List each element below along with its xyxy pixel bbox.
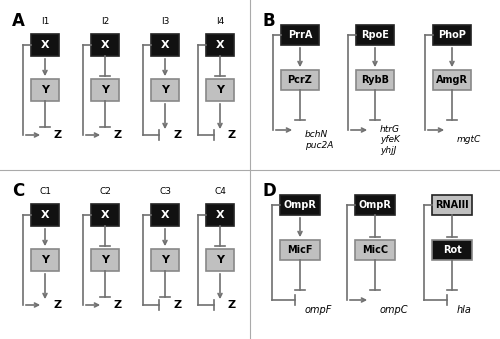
Text: C3: C3 (159, 187, 171, 197)
Text: X: X (160, 210, 170, 220)
Text: AmgR: AmgR (436, 75, 468, 85)
Text: OmpR: OmpR (284, 200, 316, 210)
Text: Y: Y (216, 255, 224, 265)
Text: hla: hla (457, 305, 472, 315)
Text: bchN
puc2A: bchN puc2A (305, 130, 334, 150)
Text: X: X (160, 40, 170, 50)
Text: Y: Y (101, 85, 109, 95)
Bar (433, 70, 471, 90)
Text: Y: Y (41, 255, 49, 265)
Bar (206, 79, 234, 101)
Text: Z: Z (113, 130, 121, 140)
Text: PcrZ: PcrZ (288, 75, 312, 85)
Bar (31, 79, 59, 101)
Text: I3: I3 (161, 18, 169, 26)
Bar (280, 195, 320, 215)
Text: D: D (262, 182, 276, 200)
Text: Rot: Rot (442, 245, 462, 255)
Text: I2: I2 (101, 18, 109, 26)
Text: Y: Y (216, 85, 224, 95)
Bar (206, 249, 234, 271)
Text: Z: Z (113, 300, 121, 310)
Text: C4: C4 (214, 187, 226, 197)
Bar (356, 70, 394, 90)
Text: Z: Z (228, 130, 236, 140)
Text: PhoP: PhoP (438, 30, 466, 40)
Text: X: X (100, 210, 110, 220)
Text: ompC: ompC (380, 305, 408, 315)
Text: RNAIII: RNAIII (435, 200, 469, 210)
Bar (206, 204, 234, 226)
Bar (31, 204, 59, 226)
Text: Z: Z (53, 130, 61, 140)
Text: C: C (12, 182, 24, 200)
Bar (151, 34, 179, 56)
Text: X: X (216, 210, 224, 220)
Text: PrrA: PrrA (288, 30, 312, 40)
Bar (151, 79, 179, 101)
Bar (151, 249, 179, 271)
Text: Z: Z (173, 130, 181, 140)
Text: B: B (262, 12, 274, 30)
Text: A: A (12, 12, 25, 30)
Text: Y: Y (161, 255, 169, 265)
Text: mgtC: mgtC (457, 136, 481, 144)
Bar (281, 70, 319, 90)
Bar (91, 249, 119, 271)
Bar (91, 34, 119, 56)
Bar (355, 240, 395, 260)
Text: X: X (216, 40, 224, 50)
Text: Z: Z (173, 300, 181, 310)
Text: I4: I4 (216, 18, 224, 26)
Text: C1: C1 (39, 187, 51, 197)
Text: C2: C2 (99, 187, 111, 197)
Text: Y: Y (161, 85, 169, 95)
Bar (31, 249, 59, 271)
Bar (281, 25, 319, 45)
Bar (91, 79, 119, 101)
Bar (432, 240, 472, 260)
Bar (355, 195, 395, 215)
Text: X: X (40, 210, 50, 220)
Text: Y: Y (101, 255, 109, 265)
Bar (280, 240, 320, 260)
Text: RybB: RybB (361, 75, 389, 85)
Bar (356, 25, 394, 45)
Bar (151, 204, 179, 226)
Bar (433, 25, 471, 45)
Text: htrG
yfeK
yhjJ: htrG yfeK yhjJ (380, 125, 400, 155)
Text: I1: I1 (41, 18, 49, 26)
Text: ompF: ompF (305, 305, 332, 315)
Text: Y: Y (41, 85, 49, 95)
Bar (432, 195, 472, 215)
Text: X: X (100, 40, 110, 50)
Text: OmpR: OmpR (358, 200, 392, 210)
Bar (206, 34, 234, 56)
Text: MicF: MicF (287, 245, 313, 255)
Text: MicC: MicC (362, 245, 388, 255)
Text: Z: Z (53, 300, 61, 310)
Text: RpoE: RpoE (361, 30, 389, 40)
Bar (91, 204, 119, 226)
Text: Z: Z (228, 300, 236, 310)
Bar (31, 34, 59, 56)
Text: X: X (40, 40, 50, 50)
